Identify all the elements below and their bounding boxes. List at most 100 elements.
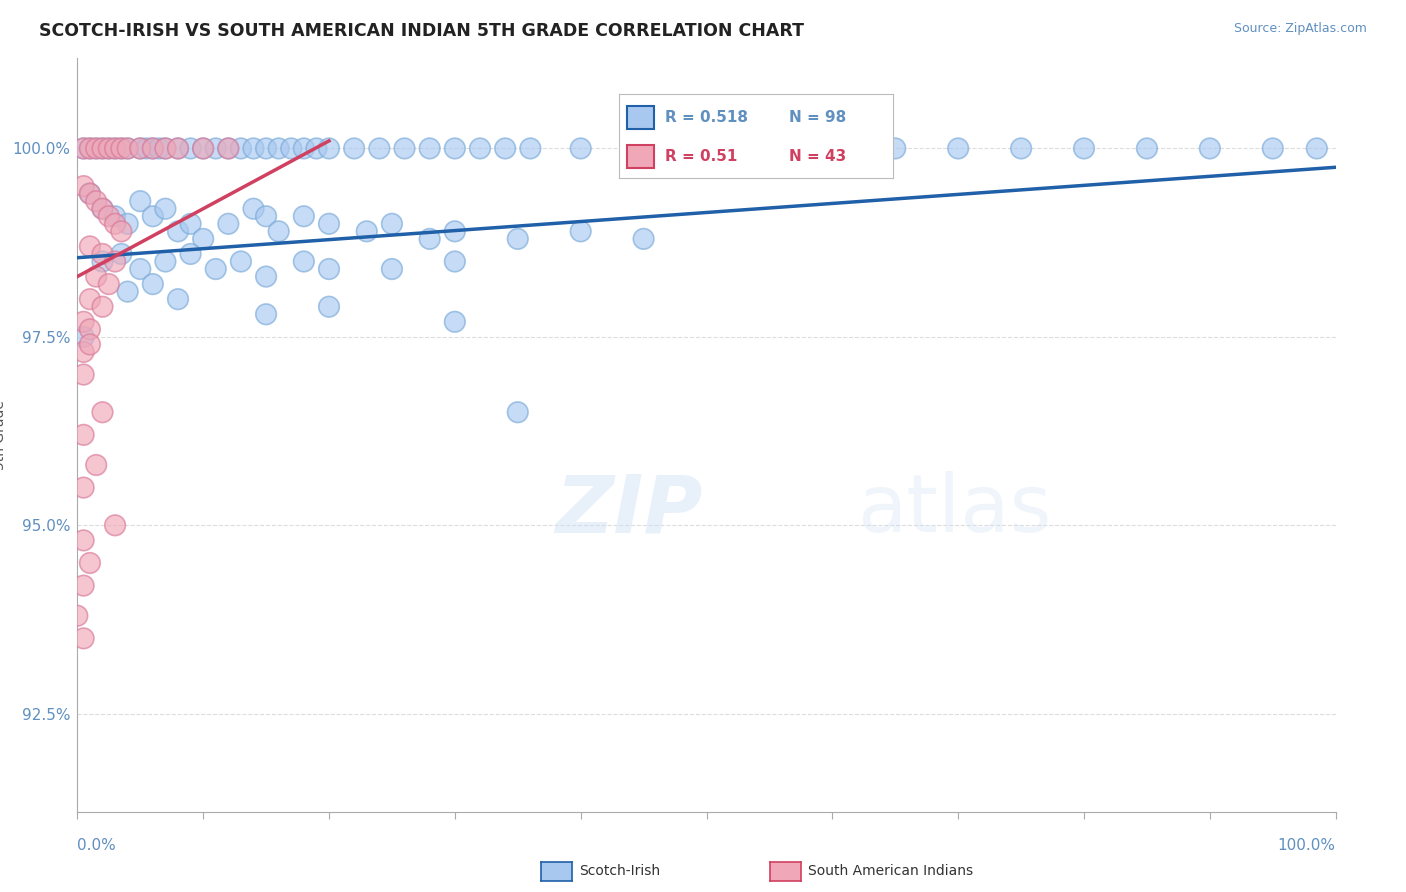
- Point: [821, 141, 844, 155]
- Point: [155, 141, 177, 155]
- Point: [72, 330, 94, 344]
- Point: [79, 141, 101, 155]
- Point: [84, 458, 107, 472]
- Point: [280, 141, 302, 155]
- Point: [91, 202, 114, 216]
- Point: [419, 141, 441, 155]
- Point: [84, 141, 107, 155]
- Point: [155, 254, 177, 268]
- Point: [381, 262, 404, 277]
- Point: [167, 224, 190, 238]
- Point: [254, 141, 277, 155]
- Point: [444, 141, 467, 155]
- Point: [117, 141, 139, 155]
- Text: ZIP: ZIP: [555, 471, 703, 549]
- Point: [129, 141, 152, 155]
- Point: [191, 141, 215, 155]
- Point: [79, 337, 101, 351]
- Point: [84, 141, 107, 155]
- Point: [66, 608, 89, 623]
- Point: [79, 556, 101, 570]
- Point: [180, 141, 202, 155]
- Point: [468, 141, 491, 155]
- Point: [72, 345, 94, 359]
- Point: [229, 254, 252, 268]
- Point: [569, 224, 592, 238]
- Text: Scotch-Irish: Scotch-Irish: [579, 864, 661, 879]
- Point: [129, 262, 152, 277]
- Point: [569, 141, 592, 155]
- Point: [381, 217, 404, 231]
- Point: [267, 224, 290, 238]
- Point: [148, 141, 170, 155]
- Point: [110, 141, 132, 155]
- Point: [72, 578, 94, 592]
- Point: [1306, 141, 1329, 155]
- Point: [167, 141, 190, 155]
- Point: [444, 224, 467, 238]
- Point: [242, 141, 264, 155]
- Point: [318, 300, 340, 314]
- Point: [79, 292, 101, 306]
- Point: [79, 186, 101, 201]
- Point: [97, 141, 120, 155]
- Point: [167, 292, 190, 306]
- Point: [267, 141, 290, 155]
- Text: Source: ZipAtlas.com: Source: ZipAtlas.com: [1233, 22, 1367, 36]
- Text: N = 98: N = 98: [789, 110, 846, 125]
- FancyBboxPatch shape: [627, 145, 654, 169]
- Point: [318, 217, 340, 231]
- Point: [217, 141, 239, 155]
- Point: [758, 141, 780, 155]
- Point: [633, 141, 655, 155]
- Point: [191, 232, 215, 246]
- Point: [142, 141, 165, 155]
- Text: SCOTCH-IRISH VS SOUTH AMERICAN INDIAN 5TH GRADE CORRELATION CHART: SCOTCH-IRISH VS SOUTH AMERICAN INDIAN 5T…: [39, 22, 804, 40]
- Point: [356, 224, 378, 238]
- Text: 100.0%: 100.0%: [1278, 838, 1336, 853]
- Point: [91, 141, 114, 155]
- Point: [1198, 141, 1220, 155]
- Point: [254, 307, 277, 321]
- Point: [104, 141, 127, 155]
- Point: [948, 141, 970, 155]
- Point: [292, 254, 315, 268]
- Point: [1261, 141, 1284, 155]
- Point: [91, 405, 114, 419]
- Point: [191, 141, 215, 155]
- Point: [419, 232, 441, 246]
- Point: [292, 209, 315, 223]
- Point: [79, 239, 101, 253]
- Point: [72, 428, 94, 442]
- Point: [97, 141, 120, 155]
- Text: South American Indians: South American Indians: [808, 864, 973, 879]
- Point: [129, 141, 152, 155]
- Point: [217, 217, 239, 231]
- Point: [506, 405, 529, 419]
- Point: [129, 194, 152, 209]
- Text: N = 43: N = 43: [789, 149, 846, 164]
- Text: atlas: atlas: [858, 471, 1052, 549]
- Point: [217, 141, 239, 155]
- Point: [79, 186, 101, 201]
- Point: [110, 224, 132, 238]
- Point: [254, 209, 277, 223]
- Point: [343, 141, 366, 155]
- Point: [79, 322, 101, 336]
- Point: [72, 368, 94, 382]
- Point: [696, 141, 718, 155]
- Point: [84, 194, 107, 209]
- FancyBboxPatch shape: [627, 105, 654, 129]
- Point: [97, 277, 120, 291]
- Point: [318, 262, 340, 277]
- Point: [91, 202, 114, 216]
- Point: [884, 141, 907, 155]
- Point: [84, 269, 107, 284]
- Point: [72, 632, 94, 646]
- Point: [117, 141, 139, 155]
- Point: [1136, 141, 1159, 155]
- Point: [519, 141, 541, 155]
- Point: [180, 247, 202, 261]
- Point: [1010, 141, 1032, 155]
- Point: [110, 141, 132, 155]
